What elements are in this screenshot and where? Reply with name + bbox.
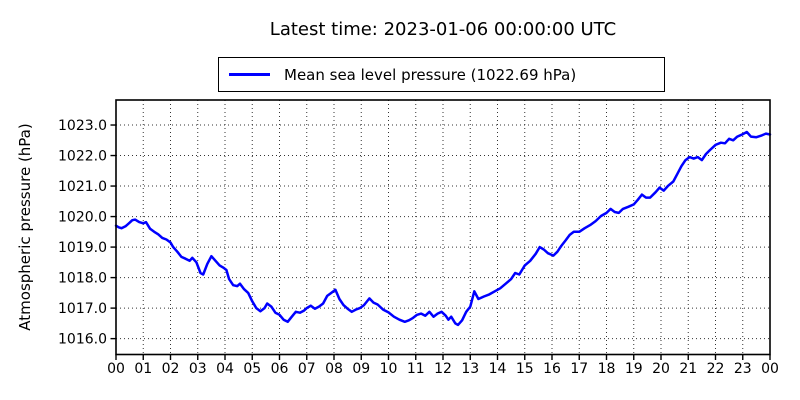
y-tick-label: 1021.0 bbox=[58, 179, 107, 195]
y-axis-label: Atmospheric pressure (hPa) bbox=[16, 123, 34, 330]
chart-title: Latest time: 2023-01-06 00:00:00 UTC bbox=[269, 19, 617, 40]
plot-border bbox=[115, 99, 771, 356]
legend-label: Mean sea level pressure (1022.69 hPa) bbox=[284, 65, 577, 84]
y-tick-label: 1017.0 bbox=[58, 301, 107, 317]
x-tick-label: 21 bbox=[679, 361, 697, 377]
pressure-line-series bbox=[114, 130, 772, 327]
y-tick-label: 1016.0 bbox=[58, 332, 107, 348]
x-tick-label: 08 bbox=[325, 361, 343, 377]
x-tick-label: 06 bbox=[271, 361, 289, 377]
x-tick-label: 12 bbox=[434, 361, 452, 377]
x-tick-label: 05 bbox=[243, 361, 261, 377]
x-tick-label: 16 bbox=[543, 361, 561, 377]
x-tick-label: 04 bbox=[216, 361, 234, 377]
x-tick-label: 00 bbox=[107, 361, 125, 377]
x-tick-label: 07 bbox=[298, 361, 316, 377]
x-tick-label: 01 bbox=[134, 361, 152, 377]
axis-ticks bbox=[110, 124, 771, 360]
x-tick-label: 10 bbox=[380, 361, 398, 377]
y-tick-label: 1018.0 bbox=[58, 271, 107, 287]
x-tick-label: 19 bbox=[625, 361, 643, 377]
x-tick-label: 02 bbox=[162, 361, 180, 377]
y-tick-label: 1022.0 bbox=[58, 149, 107, 165]
x-tick-label: 11 bbox=[407, 361, 425, 377]
x-tick-label: 00 bbox=[761, 361, 779, 377]
axis-tick-labels: 00 01 02 03 04 05 06 07 08 09 10 11 12 13 14 15 16 17 18 19… bbox=[58, 118, 779, 377]
x-tick-label: 14 bbox=[489, 361, 507, 377]
x-tick-label: 22 bbox=[707, 361, 725, 377]
legend: Mean sea level pressure (1022.69 hPa) bbox=[218, 57, 665, 92]
x-tick-label: 03 bbox=[189, 361, 207, 377]
legend-line-swatch-icon bbox=[229, 73, 270, 76]
x-tick-label: 13 bbox=[461, 361, 479, 377]
x-tick-label: 15 bbox=[516, 361, 534, 377]
x-tick-label: 23 bbox=[734, 361, 752, 377]
x-tick-label: 09 bbox=[352, 361, 370, 377]
grid-lines bbox=[116, 100, 770, 355]
x-tick-label: 18 bbox=[598, 361, 616, 377]
x-tick-label: 20 bbox=[652, 361, 670, 377]
y-tick-label: 1019.0 bbox=[58, 240, 107, 256]
x-tick-label: 17 bbox=[570, 361, 588, 377]
y-tick-label: 1023.0 bbox=[58, 118, 107, 134]
y-tick-label: 1020.0 bbox=[58, 210, 107, 226]
